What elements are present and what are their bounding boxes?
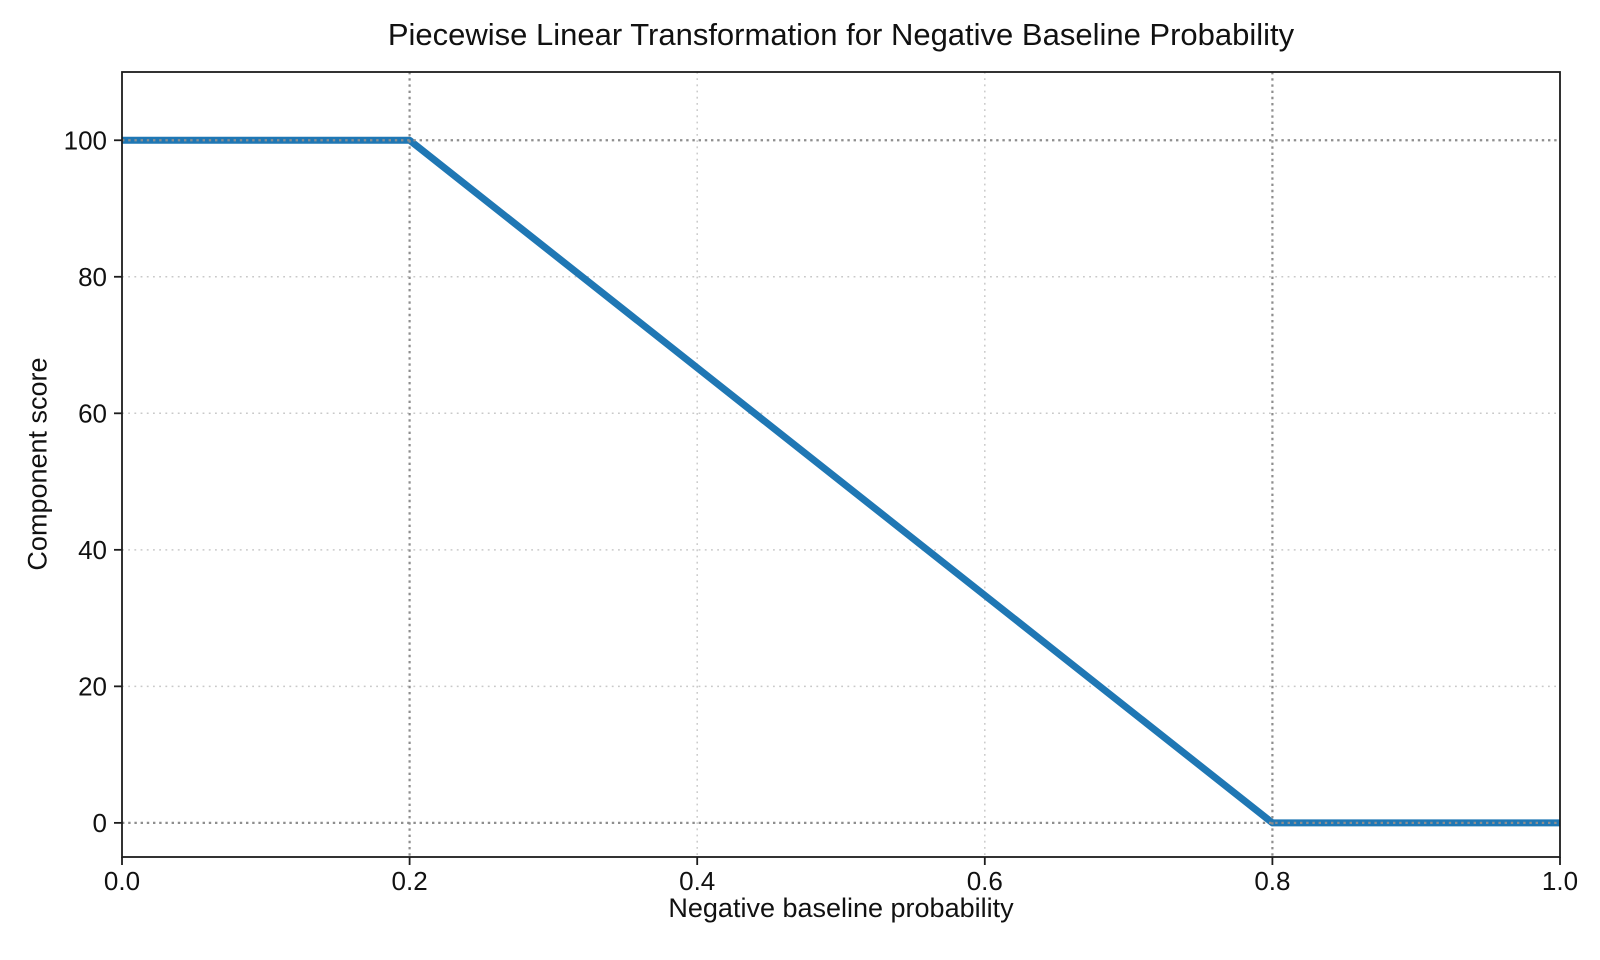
x-tick-label: 0.2	[392, 866, 428, 896]
x-tick-label: 0.6	[967, 866, 1003, 896]
x-axis-label: Negative baseline probability	[668, 893, 1014, 923]
x-tick-label: 0.4	[679, 866, 715, 896]
series-line	[122, 136, 1560, 827]
x-tick-label: 0.0	[104, 866, 140, 896]
x-tick-label: 0.8	[1254, 866, 1290, 896]
plot-border	[121, 71, 1561, 858]
y-tick-label: 20	[78, 671, 107, 701]
x-tick-label: 1.0	[1542, 866, 1578, 896]
y-tick-label: 80	[78, 262, 107, 292]
chart-title: Piecewise Linear Transformation for Nega…	[387, 17, 1295, 52]
y-tick-label: 60	[78, 398, 107, 428]
y-tick-label: 100	[64, 125, 107, 155]
y-tick-label: 0	[93, 808, 107, 838]
y-tick-label: 40	[78, 535, 107, 565]
